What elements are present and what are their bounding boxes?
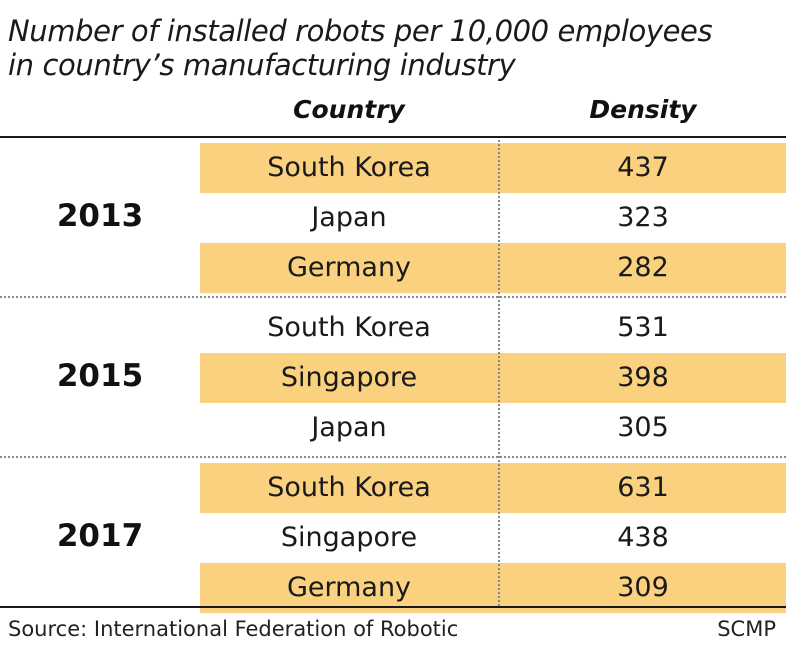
density-cell: 631 xyxy=(617,471,669,503)
country-cell: Japan xyxy=(311,411,387,443)
density-cell: 398 xyxy=(617,361,669,393)
country-cell: Singapore xyxy=(280,521,418,553)
table-row: South Korea 631 xyxy=(200,462,786,513)
year-label: 2013 xyxy=(56,197,144,234)
table-row: South Korea 437 xyxy=(200,142,786,193)
year-label: 2017 xyxy=(56,517,144,554)
source-note: Source: International Federation of Robo… xyxy=(8,617,459,641)
column-divider xyxy=(498,140,500,606)
density-cell: 305 xyxy=(617,411,669,443)
header-rule xyxy=(0,136,786,138)
group-separator xyxy=(0,456,786,458)
table-row: Japan 323 xyxy=(200,193,786,243)
table-row: Japan 305 xyxy=(200,403,786,453)
title-line-2: in country’s manufacturing industry xyxy=(8,48,516,82)
title-line-1: Number of installed robots per 10,000 em… xyxy=(8,14,713,48)
country-cell: South Korea xyxy=(267,311,431,343)
footer-rule xyxy=(0,606,786,608)
country-cell: Japan xyxy=(311,201,387,233)
table-row: Germany 282 xyxy=(200,242,786,293)
country-cell: Germany xyxy=(286,571,412,603)
chart-title: Number of installed robots per 10,000 em… xyxy=(8,14,713,82)
table-row: Singapore 398 xyxy=(200,352,786,403)
density-cell: 323 xyxy=(617,201,669,233)
country-cell: Germany xyxy=(286,251,412,283)
column-header-country: Country xyxy=(293,95,405,124)
table-row: South Korea 531 xyxy=(200,303,786,353)
density-cell: 282 xyxy=(617,251,669,283)
density-cell: 437 xyxy=(617,151,669,183)
group-separator xyxy=(0,296,786,298)
country-cell: South Korea xyxy=(267,471,431,503)
country-cell: Singapore xyxy=(280,361,418,393)
density-cell: 438 xyxy=(617,521,669,553)
credit-label: SCMP xyxy=(717,617,776,641)
density-cell: 309 xyxy=(617,571,669,603)
country-cell: South Korea xyxy=(267,151,431,183)
table-row: Germany 309 xyxy=(200,562,786,613)
density-cell: 531 xyxy=(617,311,669,343)
column-header-density: Density xyxy=(589,95,697,124)
year-label: 2015 xyxy=(56,357,144,394)
table-row: Singapore 438 xyxy=(200,513,786,563)
